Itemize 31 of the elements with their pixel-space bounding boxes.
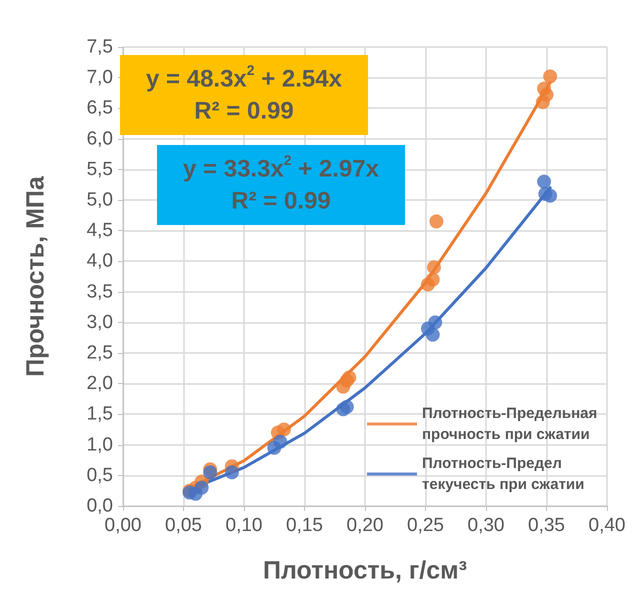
y-tick-label: 6,0 [86,128,113,150]
x-axis-title: Плотность, г/см³ [263,556,467,584]
y-tick-label: 7,0 [86,67,113,88]
x-tick-label: 0,10 [226,515,262,536]
x-tick-label: 0,35 [528,515,565,536]
y-tick-label: 4,5 [86,220,113,242]
y-tick-label: 2,5 [86,342,113,364]
y-tick-label: 4,0 [86,250,113,272]
y-axis-title: Прочность, МПа [22,175,50,377]
y-tick-label: 5,5 [86,158,113,180]
y-tick-label: 6,5 [86,98,113,119]
y-tick-label: 0,5 [86,464,113,486]
y-tick-label: 3,0 [86,312,113,333]
x-tick-label: 0,40 [588,515,626,536]
x-tick-label: 0,25 [407,515,444,536]
annotation: R² = 0.99 [194,98,294,124]
annotation: R² = 0.99 [231,188,331,214]
x-tick-label: 0,20 [346,515,384,536]
y-tick-label: 1,0 [86,434,113,456]
y-tick-label: 0,0 [86,496,113,516]
y-tick-label: 1,5 [86,404,113,425]
x-tick-label: 0,00 [104,515,142,536]
x-tick-label: 0,15 [286,515,323,536]
y-tick-label: 5,0 [86,190,113,210]
y-tick-label: 7,5 [86,36,113,58]
y-tick-label: 3,5 [86,281,113,302]
x-tick-label: 0,05 [165,515,202,536]
x-tick-label: 0,30 [468,515,504,536]
legend-label: Плотность-Предельная прочность при сжатии [422,405,598,443]
y-tick-label: 2,0 [86,373,113,394]
legend-label: Плотность-Предел текучесть при сжатии [422,455,584,493]
